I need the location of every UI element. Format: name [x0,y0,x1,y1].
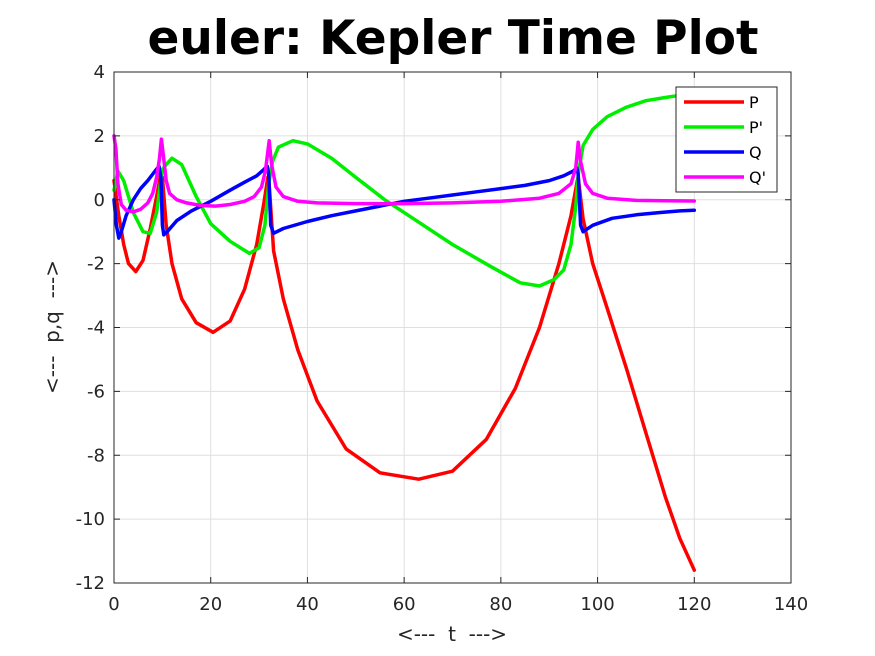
x-axis-label: <--- t ---> [397,622,507,646]
legend-label: P [749,93,759,112]
y-tick-label: -2 [87,254,105,275]
y-tick-label: 2 [94,126,105,147]
series-layer [112,91,697,572]
x-tick-label: 80 [489,594,512,615]
legend-box [675,86,778,193]
legend-label: Q [749,143,762,162]
y-tick-label: -8 [87,445,105,466]
y-tick-label: 4 [94,62,105,83]
legend-label: P' [749,118,763,137]
legend: P P' Q Q' [675,86,778,193]
y-axis-label: <--- p,q ---> [40,260,64,394]
y-tick-label: -12 [76,573,105,594]
y-tick-label: -4 [87,318,105,339]
series-line-q-prime [112,134,697,214]
x-tick-label: 20 [199,594,222,615]
y-tick-label: -10 [76,509,105,530]
x-tick-label: 100 [580,594,614,615]
series-line-q [112,164,697,240]
x-tick-label: 40 [296,594,319,615]
chart-title: euler: Kepler Time Plot [148,11,759,66]
y-tick-label: 0 [94,190,105,211]
y-tick-label: -6 [87,381,105,402]
x-tick-label: 0 [108,594,119,615]
x-tick-label: 60 [393,594,416,615]
legend-label: Q' [749,168,766,187]
series-line-p [112,174,697,572]
x-tick-label: 140 [774,594,808,615]
x-tick-label: 120 [677,594,711,615]
